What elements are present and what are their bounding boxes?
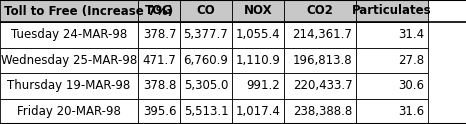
Text: 471.7: 471.7 [143, 54, 176, 67]
Text: 395.6: 395.6 [143, 105, 176, 118]
Text: Particulates: Particulates [352, 4, 432, 17]
Text: Toll to Free (Increase 7%): Toll to Free (Increase 7%) [4, 4, 173, 17]
Text: 31.6: 31.6 [398, 105, 424, 118]
Text: 238,388.8: 238,388.8 [293, 105, 352, 118]
Text: CO: CO [197, 4, 215, 17]
Text: Wednesday 25-MAR-98: Wednesday 25-MAR-98 [1, 54, 137, 67]
Text: 378.8: 378.8 [143, 79, 176, 92]
Text: TOG: TOG [145, 4, 173, 17]
Bar [138, 0, 180, 22]
Text: 1,055.4: 1,055.4 [236, 28, 280, 41]
Text: Thursday 19-MAR-98: Thursday 19-MAR-98 [7, 79, 130, 92]
Text: Friday 20-MAR-98: Friday 20-MAR-98 [17, 105, 121, 118]
Text: 5,305.0: 5,305.0 [184, 79, 228, 92]
Bar [138, 98, 180, 124]
Text: 196,813.8: 196,813.8 [293, 54, 352, 67]
Text: 6,760.9: 6,760.9 [184, 54, 228, 67]
Text: 5,377.7: 5,377.7 [184, 28, 228, 41]
Text: 1,110.9: 1,110.9 [235, 54, 280, 67]
Text: 378.7: 378.7 [143, 28, 176, 41]
Text: 31.4: 31.4 [398, 28, 424, 41]
Text: 30.6: 30.6 [398, 79, 424, 92]
Text: 991.2: 991.2 [247, 79, 280, 92]
Text: 5,513.1: 5,513.1 [184, 105, 228, 118]
Text: NOX: NOX [244, 4, 272, 17]
Text: CO2: CO2 [307, 4, 334, 17]
Text: 214,361.7: 214,361.7 [292, 28, 352, 41]
Bar [138, 73, 180, 98]
Text: 1,017.4: 1,017.4 [235, 105, 280, 118]
Text: 220,433.7: 220,433.7 [293, 79, 352, 92]
Text: Tuesday 24-MAR-98: Tuesday 24-MAR-98 [11, 28, 127, 41]
Bar [138, 22, 180, 47]
Bar [138, 47, 180, 73]
Text: 27.8: 27.8 [398, 54, 424, 67]
